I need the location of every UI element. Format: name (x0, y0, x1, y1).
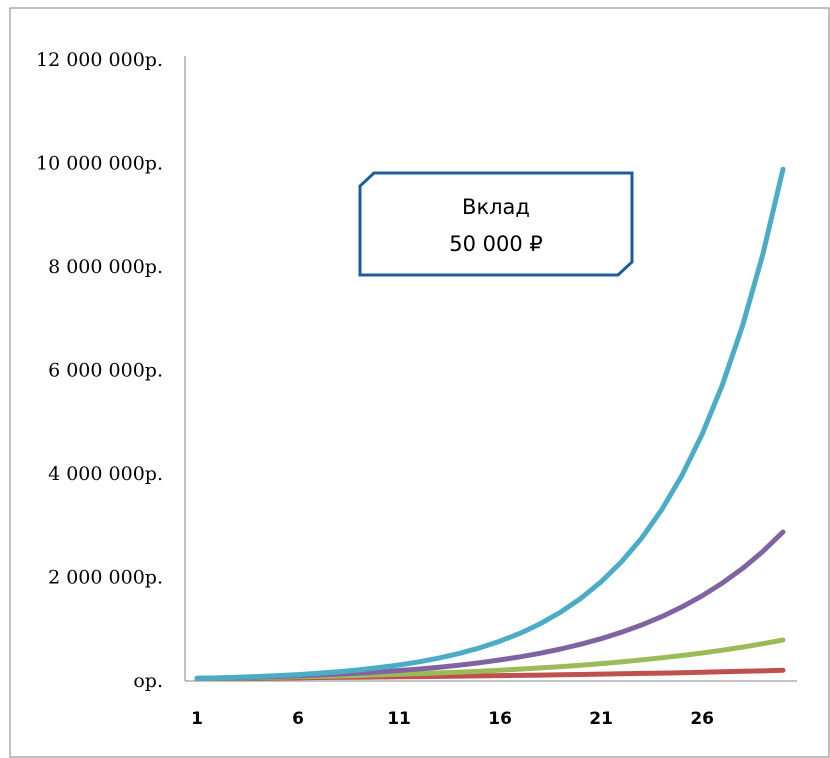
y-tick-label: 4 000 000р. (48, 463, 163, 485)
callout-line2: 50 000 ₽ (449, 232, 543, 256)
y-tick-label: 2 000 000р. (48, 567, 163, 589)
series-line-2 (194, 529, 786, 681)
callout-line1: Вклад (462, 195, 530, 219)
series-line-1 (194, 166, 786, 681)
callout-box (358, 171, 634, 277)
x-axis: 1 6 11 16 21 26 (185, 680, 797, 729)
x-tick-label: 26 (690, 709, 714, 729)
frame (9, 7, 830, 758)
x-tick-label: 1 (191, 709, 203, 729)
y-tick-label: 6 000 000р. (48, 360, 163, 382)
y-axis: ор. 2 000 000р. 4 000 000р. 6 000 000р. 8 00… (36, 49, 186, 692)
series-lines (194, 166, 786, 681)
x-tick-label: 21 (589, 709, 613, 729)
x-tick-label: 11 (387, 709, 411, 729)
y-tick-label: ор. (133, 670, 163, 692)
x-tick-label: 16 (488, 709, 512, 729)
x-tick-label: 6 (292, 709, 304, 729)
y-tick-label: 10 000 000р. (36, 153, 163, 175)
y-tick-label: 8 000 000р. (48, 256, 163, 278)
y-tick-label: 12 000 000р. (36, 49, 163, 71)
annotation-callout: Вклад 50 000 ₽ (358, 171, 634, 277)
